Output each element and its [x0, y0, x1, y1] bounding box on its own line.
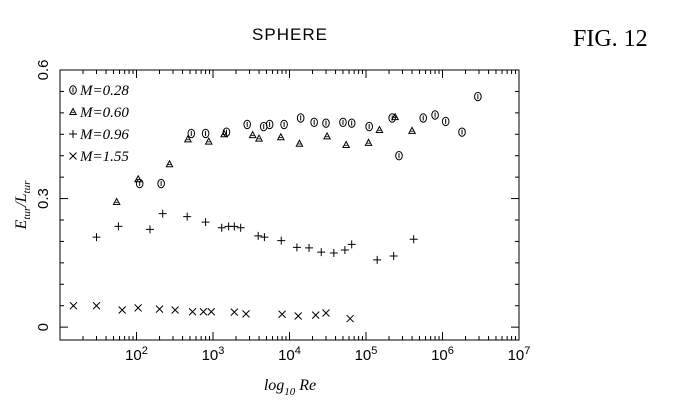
data-point-triangle: [112, 197, 121, 205]
data-point-plus: [158, 209, 167, 218]
data-point-triangle: [391, 112, 400, 121]
data-point-cross: [92, 301, 101, 310]
data-point-plus: [292, 243, 301, 252]
x-tick-label: 107: [508, 345, 531, 364]
figure-label: FIG. 12: [573, 26, 648, 52]
data-point-plus: [409, 235, 418, 244]
data-point-triangle: [183, 134, 192, 143]
x-tick-label: 102: [125, 345, 148, 364]
data-point-circle: [201, 128, 210, 139]
legend-label: M=0.28: [79, 83, 129, 99]
data-point-cross: [230, 308, 239, 316]
chart-title: SPHERE: [252, 25, 328, 44]
data-point-plus: [329, 249, 338, 257]
data-point-triangle: [134, 174, 143, 183]
data-point-triangle: [276, 132, 285, 141]
data-point-cross: [278, 310, 286, 319]
data-point-plus: [230, 222, 239, 231]
y-tick-label: 0: [35, 323, 52, 331]
x-tick-label: 104: [278, 345, 301, 364]
data-point-cross: [118, 306, 127, 314]
data-point-cross: [188, 307, 197, 316]
data-point-triangle: [375, 125, 384, 133]
data-point-plus: [201, 218, 210, 227]
y-tick-label: 0.6: [35, 60, 52, 81]
data-point-triangle: [165, 159, 174, 168]
data-point-cross: [69, 301, 78, 310]
data-point-cross: [311, 311, 320, 319]
data-point-plus: [340, 246, 349, 254]
data-point-circle: [347, 118, 356, 128]
data-point-circle: [365, 121, 373, 132]
data-point-triangle: [248, 130, 257, 139]
x-tick-label: 105: [355, 345, 378, 364]
data-point-circle: [395, 151, 403, 161]
data-point-triangle: [364, 138, 373, 146]
data-point-plus: [217, 223, 226, 232]
axis-tick-labels: 102 103 104 105 106 107 0 0.3 0.6: [35, 60, 530, 364]
data-point-plus: [254, 231, 263, 240]
legend-marker-cross: [69, 152, 77, 160]
data-point-circle: [474, 91, 482, 102]
legend-marker-plus: [69, 130, 77, 138]
data-point-circle: [458, 127, 466, 137]
data-point-cross: [134, 304, 142, 312]
legend-label: M=0.60: [79, 105, 129, 121]
x-tick-label: 103: [202, 345, 225, 364]
data-point-triangle: [323, 131, 332, 140]
y-axis-label: Etur/Ltur: [13, 180, 33, 231]
data-point-plus: [373, 255, 382, 264]
legend-label: M=1.55: [79, 149, 129, 165]
data-point-plus: [305, 243, 314, 252]
data-point-plus: [92, 233, 101, 242]
data-point-circle: [431, 110, 439, 120]
y-tick-label: 0.3: [35, 188, 52, 209]
data-point-cross: [171, 306, 179, 314]
data-point-cross: [242, 310, 250, 318]
axis-ticks: [59, 69, 520, 340]
data-point-cross: [207, 307, 216, 316]
data-point-circle: [441, 116, 450, 127]
data-point-plus: [389, 252, 398, 260]
data-point-cross: [322, 309, 330, 317]
x-axis-label: log10 Re: [264, 377, 316, 398]
data-point-triangle: [220, 129, 229, 138]
data-point-circle: [135, 178, 144, 189]
data-point-plus: [183, 212, 192, 221]
data-point-circle: [310, 117, 318, 127]
data-point-plus: [114, 222, 123, 231]
legend-label: M=0.96: [79, 127, 129, 143]
data-point-triangle: [342, 140, 351, 148]
data-point-triangle: [255, 134, 264, 142]
data-point-circle: [187, 128, 196, 139]
data-point-plus: [277, 236, 286, 245]
data-point-circle: [322, 118, 330, 128]
data-point-plus: [347, 240, 356, 249]
data-points: [69, 91, 482, 323]
data-point-triangle: [204, 137, 213, 145]
legend-marker-triangle: [68, 107, 78, 115]
data-point-circle: [296, 113, 305, 123]
data-point-plus: [145, 225, 154, 234]
data-point-cross: [155, 305, 164, 313]
data-point-circle: [339, 117, 347, 127]
data-point-plus: [236, 223, 245, 232]
data-point-circle: [243, 119, 252, 130]
data-point-circle: [280, 119, 288, 130]
data-point-circle: [419, 113, 428, 123]
data-point-circle: [157, 178, 165, 189]
data-point-circle: [265, 119, 274, 130]
x-tick-label: 106: [431, 345, 454, 364]
data-point-plus: [260, 233, 269, 242]
legend-marker-circle: [69, 85, 77, 95]
data-point-plus: [317, 248, 326, 257]
data-point-triangle: [295, 139, 304, 147]
data-point-cross: [199, 307, 208, 316]
data-point-triangle: [408, 126, 417, 134]
data-point-cross: [346, 314, 354, 323]
legend: M=0.28 M=0.60 M=0.96 M=1.55: [68, 83, 129, 165]
data-point-cross: [294, 312, 303, 320]
